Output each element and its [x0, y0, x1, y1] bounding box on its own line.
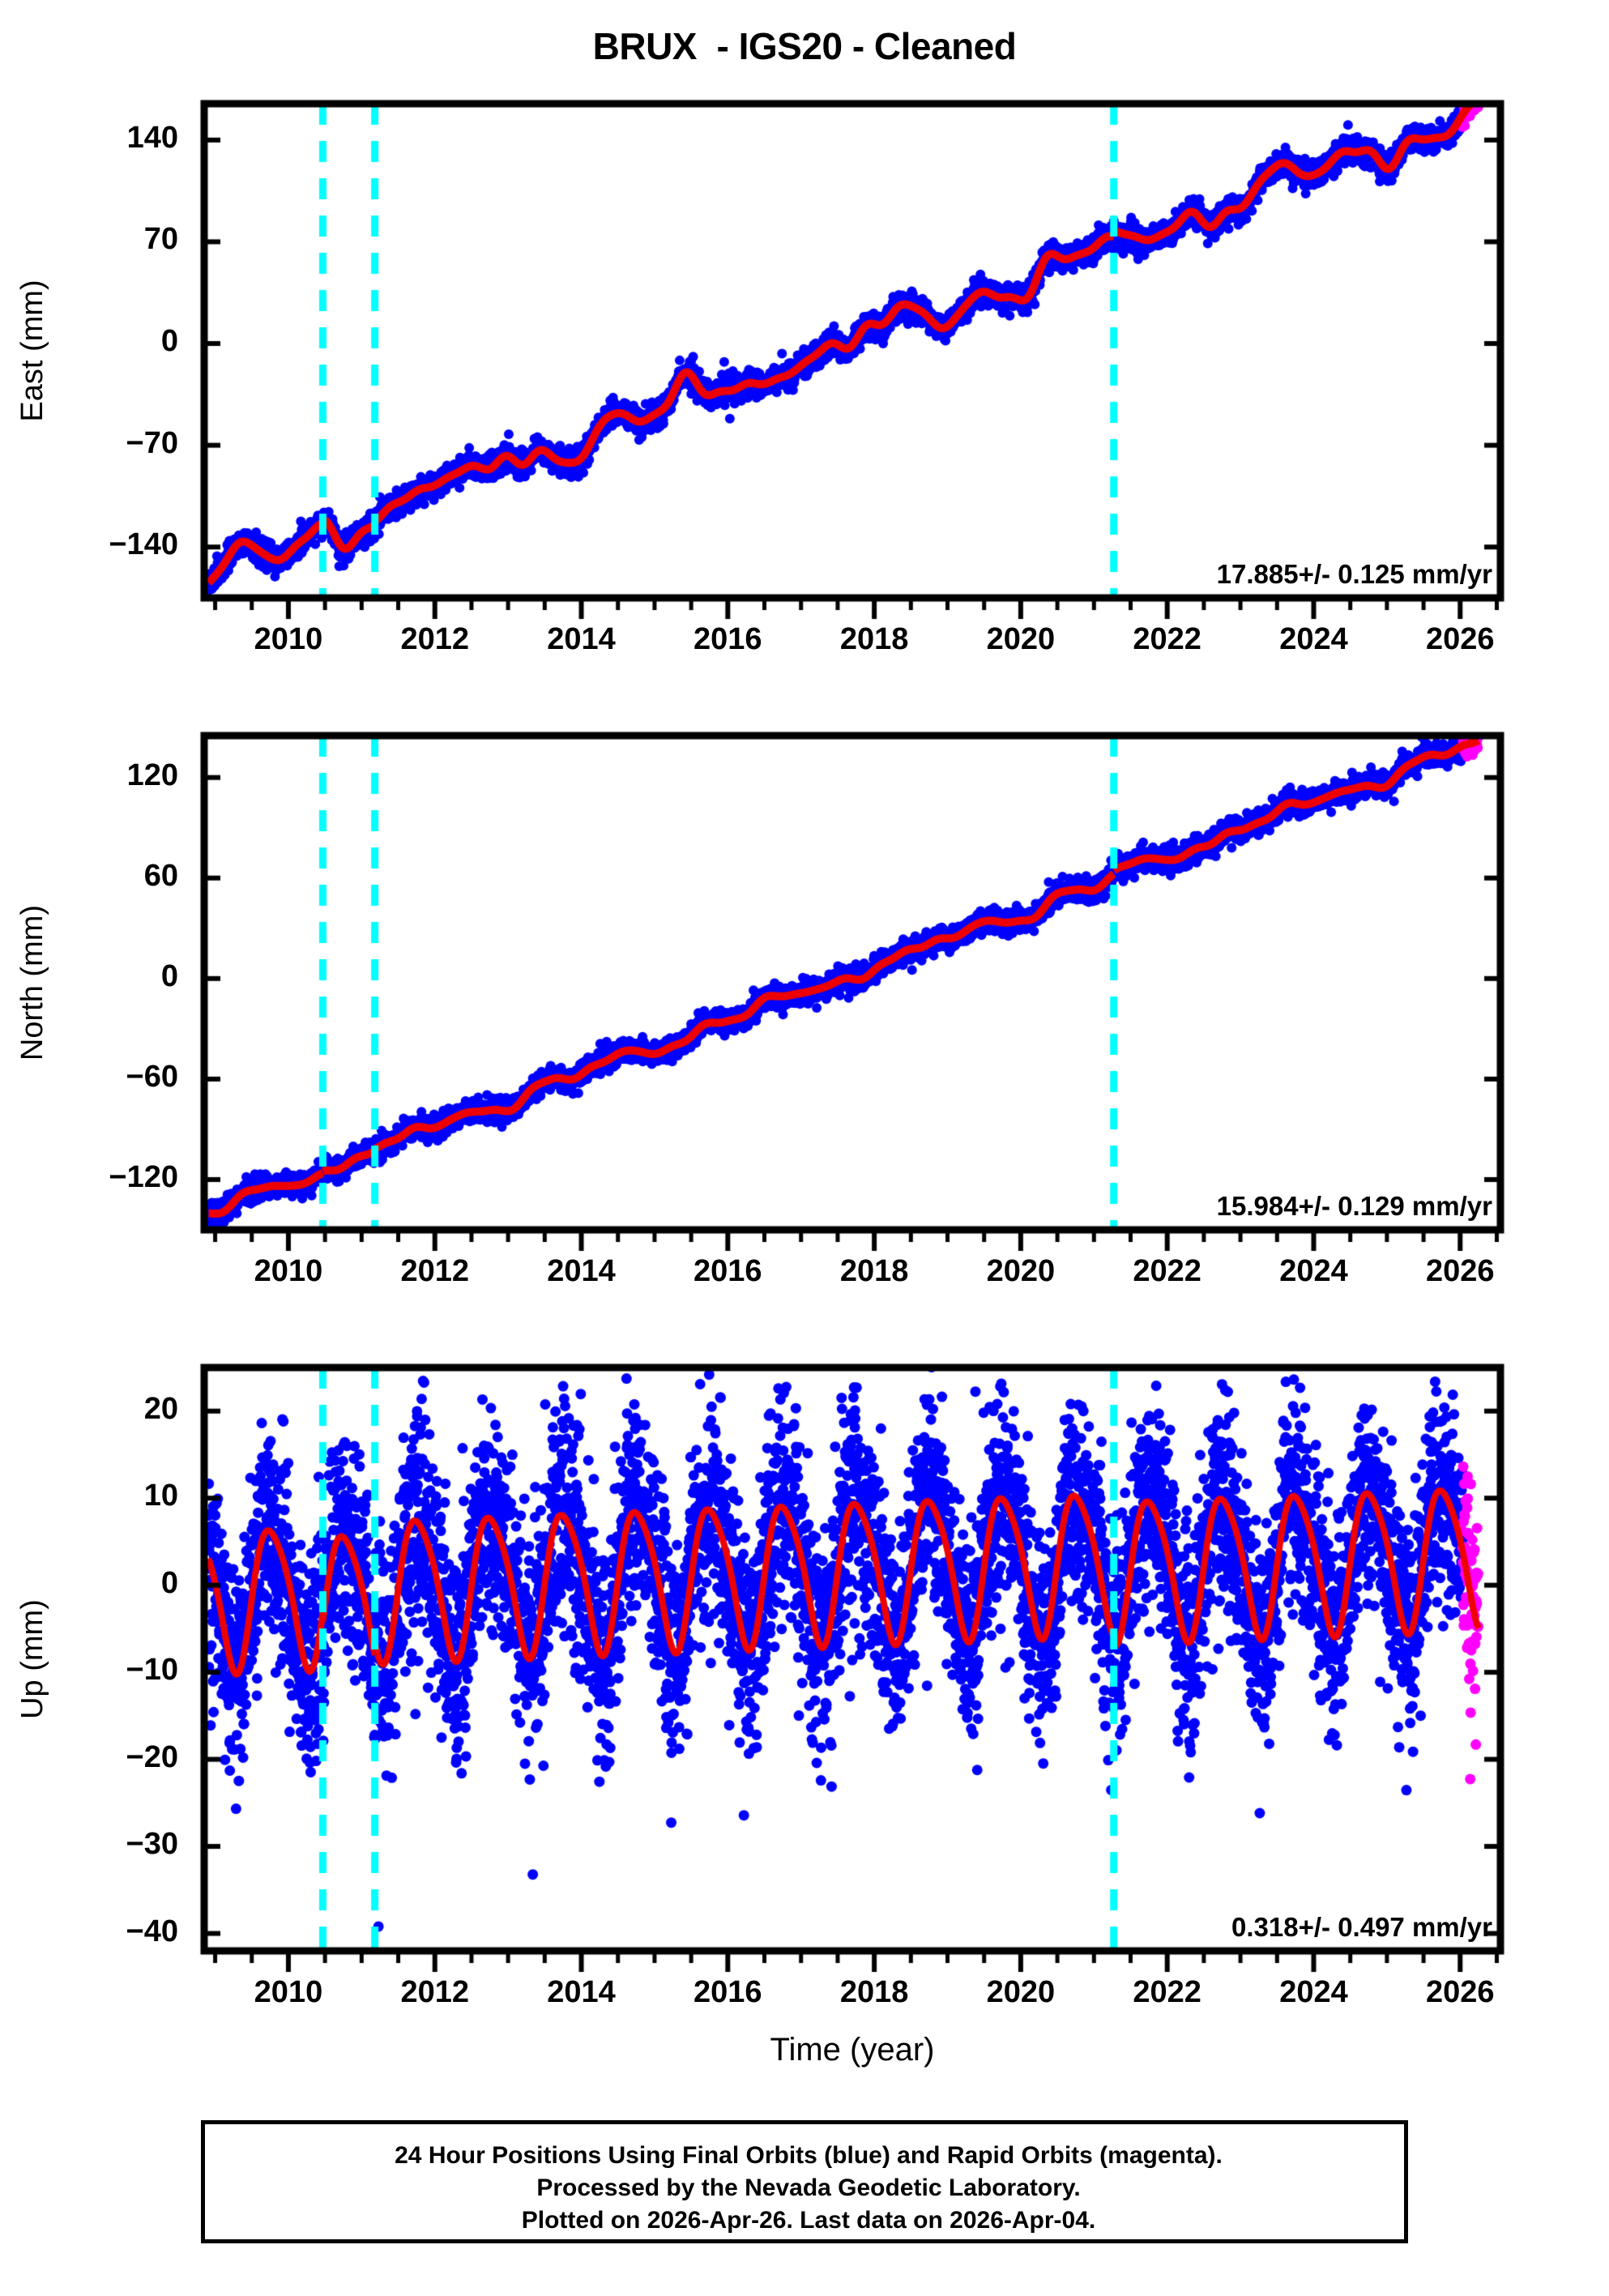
- x-tick-east-7: 2024: [1279, 622, 1348, 656]
- y-tick-up-5: −30: [126, 1827, 178, 1862]
- y-tick-up-1: 10: [143, 1479, 178, 1513]
- rate-annotation-up: 0.318+/- 0.497 mm/yr: [1231, 1912, 1492, 1942]
- y-tick-up-6: −40: [126, 1914, 178, 1948]
- footer-line-dates: Plotted on 2026-Apr-26. Last data on 202…: [521, 2207, 1096, 2234]
- rate-annotation-east: 17.885+/- 0.125 mm/yr: [1216, 559, 1492, 589]
- y-tick-up-4: −20: [126, 1739, 178, 1774]
- x-tick-east-2: 2014: [547, 622, 616, 656]
- y-tick-north-3: −60: [126, 1059, 178, 1094]
- x-tick-east-6: 2022: [1133, 622, 1201, 656]
- x-tick-up-1: 2012: [400, 1975, 469, 2009]
- footer-line-processor: Processed by the Nevada Geodetic Laborat…: [536, 2174, 1081, 2201]
- y-tick-east-3: −70: [126, 425, 178, 460]
- y-tick-east-4: −140: [109, 527, 178, 562]
- y-tick-east-2: 0: [160, 324, 178, 359]
- x-tick-north-3: 2016: [694, 1254, 762, 1288]
- x-tick-north-6: 2022: [1133, 1254, 1201, 1288]
- y-tick-up-2: 0: [160, 1565, 178, 1600]
- x-tick-east-4: 2018: [839, 622, 909, 656]
- x-tick-east-3: 2016: [694, 622, 762, 656]
- footer-line-orbits: 24 Hour Positions Using Final Orbits (bl…: [395, 2142, 1223, 2169]
- x-tick-up-6: 2022: [1133, 1975, 1201, 2009]
- rate-annotation-north: 15.984+/- 0.129 mm/yr: [1216, 1191, 1492, 1221]
- footer-note-box: 24 Hour Positions Using Final Orbits (bl…: [201, 2120, 1408, 2243]
- x-tick-east-8: 2026: [1426, 622, 1495, 656]
- x-tick-east-0: 2010: [254, 622, 323, 656]
- x-tick-north-4: 2018: [839, 1254, 909, 1288]
- y-tick-north-4: −120: [109, 1159, 178, 1194]
- x-tick-up-8: 2026: [1426, 1975, 1495, 2009]
- x-tick-up-4: 2018: [839, 1975, 909, 2009]
- y-tick-north-1: 60: [143, 858, 178, 893]
- x-tick-north-2: 2014: [547, 1254, 616, 1288]
- x-tick-up-3: 2016: [694, 1975, 762, 2009]
- y-tick-north-0: 120: [126, 758, 178, 792]
- page-title: BRUX - IGS20 - Cleaned: [592, 25, 1017, 67]
- x-tick-east-5: 2020: [986, 622, 1056, 656]
- x-tick-up-5: 2020: [986, 1975, 1056, 2009]
- x-tick-north-8: 2026: [1426, 1254, 1495, 1288]
- x-tick-north-0: 2010: [254, 1254, 323, 1288]
- x-tick-north-7: 2024: [1279, 1254, 1348, 1288]
- y-tick-east-0: 140: [126, 120, 178, 155]
- y-tick-north-2: 0: [160, 958, 178, 993]
- x-tick-up-7: 2024: [1279, 1975, 1348, 2009]
- x-tick-north-5: 2020: [986, 1254, 1056, 1288]
- x-tick-east-1: 2012: [400, 622, 469, 656]
- x-tick-north-1: 2012: [400, 1254, 469, 1288]
- y-tick-up-3: −10: [126, 1653, 178, 1688]
- y-tick-up-0: 20: [143, 1391, 178, 1426]
- x-tick-up-2: 2014: [547, 1975, 616, 2009]
- x-tick-up-0: 2010: [254, 1975, 323, 2009]
- x-axis-label: Time (year): [770, 2032, 935, 2068]
- y-tick-east-1: 70: [143, 222, 178, 257]
